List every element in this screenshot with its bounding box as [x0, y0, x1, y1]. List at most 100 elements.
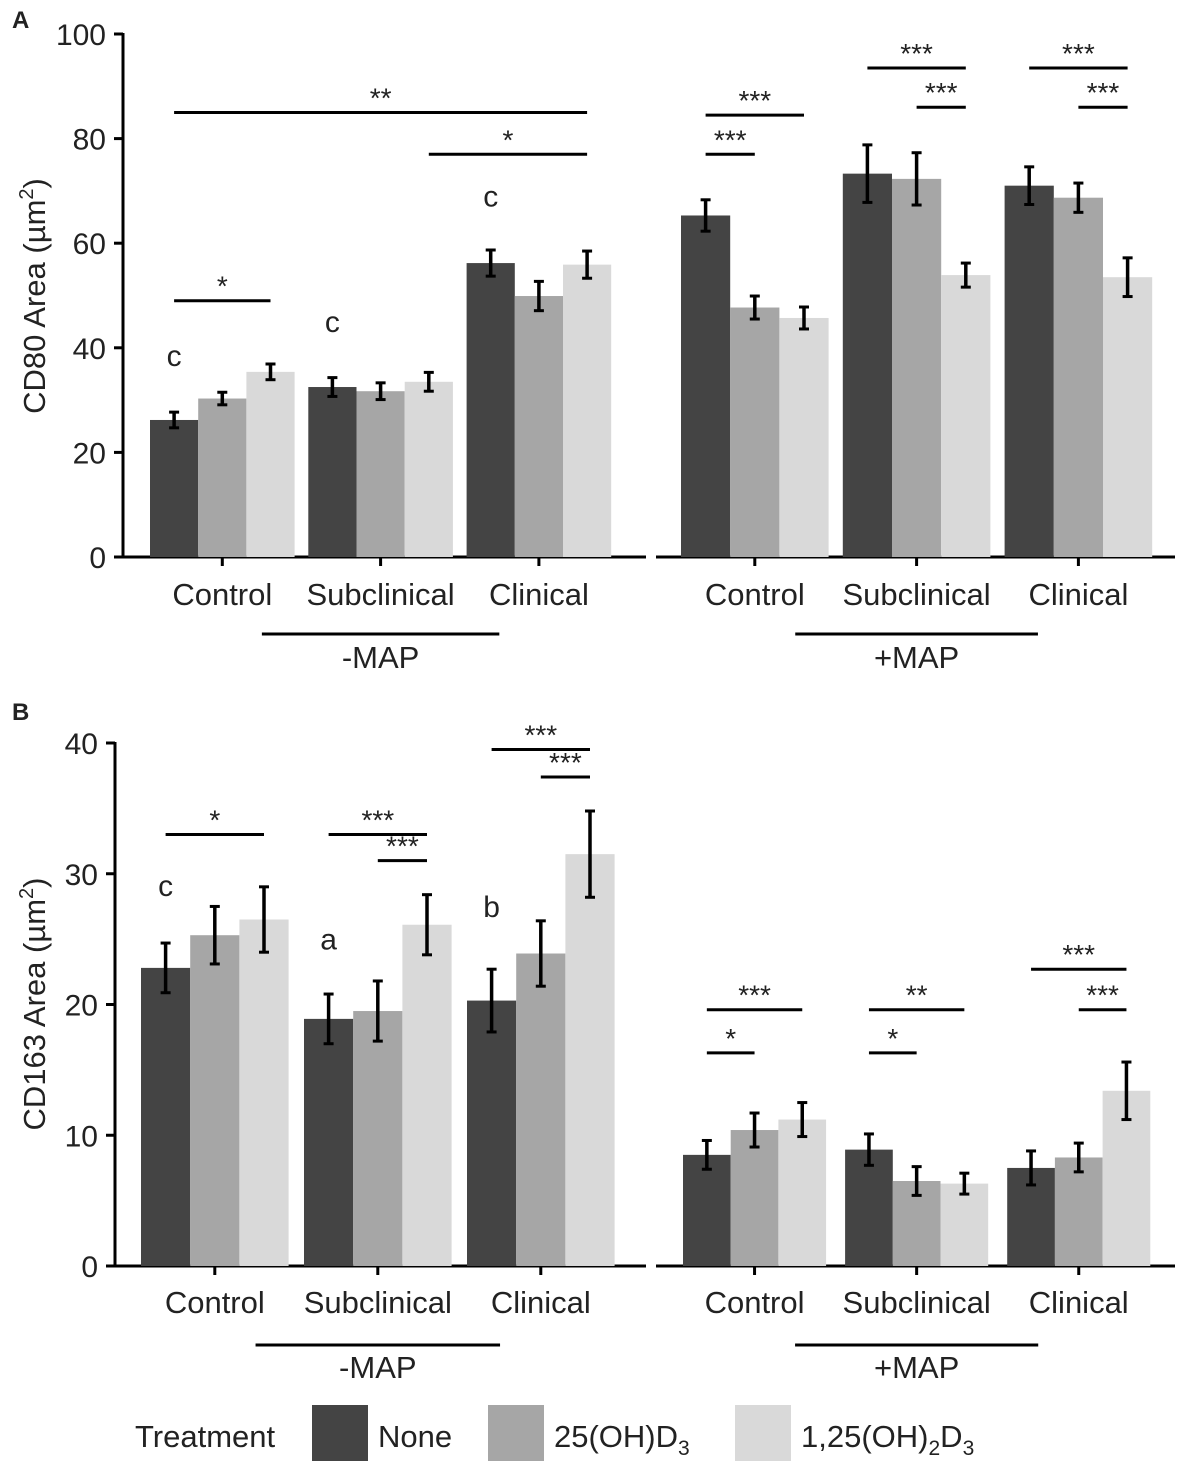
bar — [940, 1183, 989, 1266]
y-axis-label: CD80 Area (µm2) — [16, 178, 52, 414]
legend: Treatment None 25(OH)D3 1,25(OH)2D3 — [135, 1405, 974, 1461]
panel-a: A CD80 Area (µm2) 0 20 40 60 80 100 Control Subcl… — [12, 7, 1175, 675]
panel-b: B CD163 Area (µm2) 0 10 20 30 40 Control Subclin… — [12, 699, 1175, 1385]
legend-title: Treatment — [135, 1419, 276, 1454]
significance-label: * — [209, 805, 220, 836]
significance-label: *** — [524, 720, 557, 751]
significance-label: ** — [906, 980, 928, 1011]
bar — [141, 967, 191, 1266]
bar — [467, 1000, 517, 1266]
bar — [1053, 197, 1103, 557]
bar — [198, 398, 247, 557]
significance-label: *** — [361, 805, 394, 836]
legend-label: None — [378, 1419, 452, 1454]
x-tick-label: Subclinical — [306, 577, 454, 612]
significance-label: *** — [1086, 980, 1119, 1011]
bar — [730, 1130, 779, 1266]
x-tick-label: Subclinical — [304, 1285, 452, 1320]
bar — [1054, 1157, 1103, 1266]
bar — [730, 307, 780, 557]
legend-key — [312, 1405, 368, 1461]
bar — [681, 215, 731, 557]
panel-label: B — [12, 699, 29, 726]
group-label: -MAP — [342, 640, 420, 675]
significance-label: *** — [549, 747, 582, 778]
bar — [892, 178, 942, 557]
y-tick-label: 20 — [65, 990, 98, 1023]
legend-label: 1,25(OH)2D3 — [801, 1419, 974, 1460]
bar — [402, 924, 452, 1266]
bar — [304, 1018, 354, 1266]
bar — [516, 953, 566, 1266]
bar — [565, 854, 615, 1266]
bar — [514, 296, 563, 557]
significance-letter: c — [167, 340, 182, 373]
bar — [466, 263, 515, 557]
significance-label: *** — [1062, 38, 1095, 69]
group-label: +MAP — [874, 1350, 959, 1385]
significance-label: *** — [738, 85, 771, 116]
significance-label: * — [502, 124, 513, 155]
x-tick-label: Control — [705, 577, 805, 612]
significance-letter: a — [320, 924, 337, 957]
legend-label: 25(OH)D3 — [554, 1419, 690, 1460]
bar — [842, 173, 892, 558]
x-tick-label: Clinical — [1028, 577, 1128, 612]
y-tick-label: 100 — [56, 19, 106, 52]
y-tick-label: 20 — [73, 437, 106, 470]
y-tick-label: 80 — [73, 124, 106, 157]
bar — [356, 391, 405, 557]
significance-label: *** — [386, 831, 419, 862]
bar — [563, 264, 612, 557]
x-tick-label: Subclinical — [843, 1285, 991, 1320]
significance-letter: c — [325, 306, 340, 339]
significance-label: * — [725, 1023, 736, 1054]
x-tick-label: Control — [705, 1285, 805, 1320]
x-tick-label: Clinical — [491, 1285, 591, 1320]
y-tick-label: 40 — [73, 333, 106, 366]
y-tick-label: 40 — [65, 728, 98, 761]
bar — [190, 935, 240, 1266]
bar — [308, 387, 357, 557]
bar — [845, 1149, 893, 1266]
significance-label: * — [887, 1023, 898, 1054]
bar — [150, 419, 199, 557]
significance-label: *** — [1062, 939, 1095, 970]
y-tick-label: 10 — [65, 1120, 98, 1153]
x-tick-label: Control — [165, 1285, 265, 1320]
bar — [239, 919, 289, 1266]
legend-key — [488, 1405, 544, 1461]
significance-label: *** — [925, 77, 958, 108]
significance-label: *** — [714, 124, 747, 155]
significance-letter: c — [158, 870, 173, 903]
bar — [1103, 277, 1153, 557]
y-tick-label: 60 — [73, 228, 106, 261]
group-label: +MAP — [874, 640, 959, 675]
y-tick-label: 0 — [89, 542, 106, 575]
panel-label: A — [12, 7, 29, 34]
bar — [246, 371, 295, 557]
y-tick-label: 30 — [65, 859, 98, 892]
group-label: -MAP — [339, 1350, 417, 1385]
y-tick-label: 0 — [81, 1251, 98, 1284]
x-tick-label: Subclinical — [842, 577, 990, 612]
bar — [683, 1154, 731, 1266]
x-tick-label: Clinical — [1029, 1285, 1129, 1320]
y-axis-label: CD163 Area (µm2) — [16, 878, 52, 1131]
significance-letter: c — [483, 181, 498, 214]
significance-label: * — [217, 271, 228, 302]
significance-label: *** — [1087, 77, 1120, 108]
significance-label: ** — [370, 82, 392, 113]
bar — [779, 317, 829, 557]
significance-label: *** — [738, 980, 771, 1011]
bar — [404, 381, 453, 557]
bar — [353, 1011, 403, 1266]
legend-key — [735, 1405, 791, 1461]
x-tick-label: Clinical — [489, 577, 589, 612]
bar — [941, 275, 991, 557]
x-tick-label: Control — [172, 577, 272, 612]
bar — [778, 1119, 827, 1266]
significance-label: *** — [900, 38, 933, 69]
bar — [1004, 185, 1054, 558]
